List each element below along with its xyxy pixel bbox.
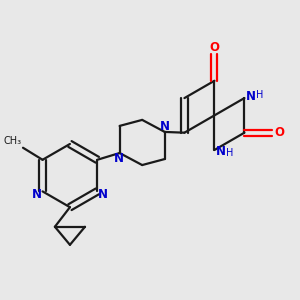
Text: H: H: [256, 90, 264, 100]
Text: N: N: [246, 90, 256, 103]
Text: O: O: [274, 126, 284, 139]
Text: H: H: [226, 148, 234, 158]
Text: N: N: [216, 145, 226, 158]
Text: N: N: [98, 188, 108, 201]
Text: O: O: [209, 40, 219, 53]
Text: CH₃: CH₃: [3, 136, 22, 146]
Text: N: N: [32, 188, 42, 201]
Text: N: N: [160, 120, 170, 133]
Text: N: N: [114, 152, 124, 165]
